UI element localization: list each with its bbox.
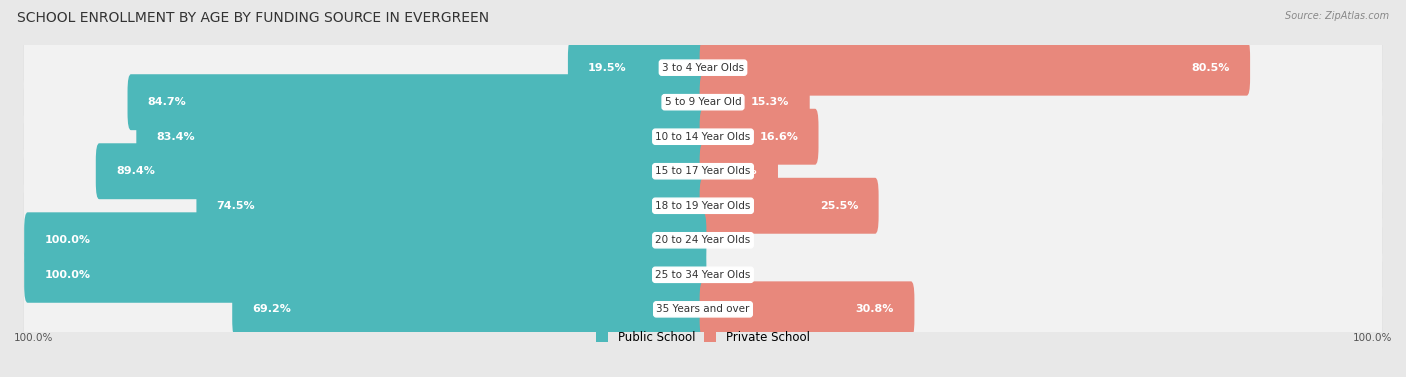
Text: 0.0%: 0.0%	[723, 270, 752, 280]
Text: 20 to 24 Year Olds: 20 to 24 Year Olds	[655, 235, 751, 245]
Text: 19.5%: 19.5%	[588, 63, 627, 73]
FancyBboxPatch shape	[24, 110, 1382, 163]
Text: 10 to 14 Year Olds: 10 to 14 Year Olds	[655, 132, 751, 142]
FancyBboxPatch shape	[24, 76, 1382, 129]
FancyBboxPatch shape	[24, 41, 1382, 95]
FancyBboxPatch shape	[24, 110, 1382, 164]
Text: 3 to 4 Year Olds: 3 to 4 Year Olds	[662, 63, 744, 73]
FancyBboxPatch shape	[700, 74, 810, 130]
Text: 10.6%: 10.6%	[718, 166, 758, 176]
Text: 16.6%: 16.6%	[759, 132, 799, 142]
Text: 80.5%: 80.5%	[1191, 63, 1230, 73]
FancyBboxPatch shape	[136, 109, 706, 165]
FancyBboxPatch shape	[24, 179, 1382, 232]
FancyBboxPatch shape	[700, 40, 1250, 96]
FancyBboxPatch shape	[700, 143, 778, 199]
Text: 25 to 34 Year Olds: 25 to 34 Year Olds	[655, 270, 751, 280]
Text: 69.2%: 69.2%	[253, 304, 291, 314]
Text: 15 to 17 Year Olds: 15 to 17 Year Olds	[655, 166, 751, 176]
Text: 100.0%: 100.0%	[1353, 334, 1392, 343]
Text: 25.5%: 25.5%	[820, 201, 858, 211]
FancyBboxPatch shape	[24, 179, 1382, 233]
Text: 5 to 9 Year Old: 5 to 9 Year Old	[665, 97, 741, 107]
Text: 100.0%: 100.0%	[45, 270, 90, 280]
Text: 30.8%: 30.8%	[856, 304, 894, 314]
FancyBboxPatch shape	[24, 248, 1382, 302]
Text: 84.7%: 84.7%	[148, 97, 187, 107]
Text: Source: ZipAtlas.com: Source: ZipAtlas.com	[1285, 11, 1389, 21]
Text: 100.0%: 100.0%	[14, 334, 53, 343]
FancyBboxPatch shape	[24, 282, 1382, 336]
Legend: Public School, Private School: Public School, Private School	[592, 326, 814, 349]
Text: 15.3%: 15.3%	[751, 97, 789, 107]
Text: 18 to 19 Year Olds: 18 to 19 Year Olds	[655, 201, 751, 211]
FancyBboxPatch shape	[24, 75, 1382, 129]
Text: 83.4%: 83.4%	[156, 132, 195, 142]
FancyBboxPatch shape	[232, 281, 706, 337]
FancyBboxPatch shape	[700, 178, 879, 234]
FancyBboxPatch shape	[24, 213, 1382, 267]
FancyBboxPatch shape	[700, 281, 914, 337]
FancyBboxPatch shape	[24, 41, 1382, 94]
FancyBboxPatch shape	[24, 247, 706, 303]
FancyBboxPatch shape	[96, 143, 706, 199]
FancyBboxPatch shape	[24, 212, 706, 268]
Text: 74.5%: 74.5%	[217, 201, 256, 211]
Text: 35 Years and over: 35 Years and over	[657, 304, 749, 314]
Text: 0.0%: 0.0%	[723, 235, 752, 245]
FancyBboxPatch shape	[24, 145, 1382, 198]
FancyBboxPatch shape	[24, 214, 1382, 267]
FancyBboxPatch shape	[24, 144, 1382, 198]
FancyBboxPatch shape	[197, 178, 706, 234]
FancyBboxPatch shape	[24, 283, 1382, 336]
Text: 100.0%: 100.0%	[45, 235, 90, 245]
FancyBboxPatch shape	[128, 74, 706, 130]
Text: SCHOOL ENROLLMENT BY AGE BY FUNDING SOURCE IN EVERGREEN: SCHOOL ENROLLMENT BY AGE BY FUNDING SOUR…	[17, 11, 489, 25]
FancyBboxPatch shape	[568, 40, 706, 96]
FancyBboxPatch shape	[700, 109, 818, 165]
FancyBboxPatch shape	[24, 248, 1382, 301]
Text: 89.4%: 89.4%	[117, 166, 155, 176]
